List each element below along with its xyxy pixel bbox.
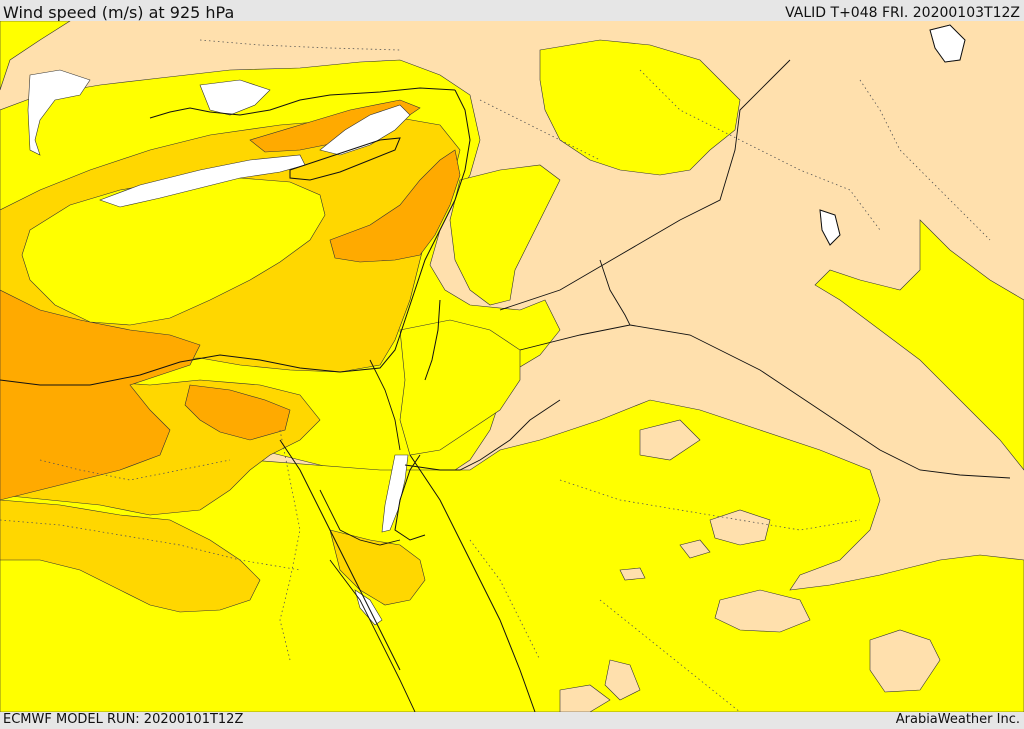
- footer-bar: ECMWF MODEL RUN: 20200101T12Z ArabiaWeat…: [0, 712, 1024, 729]
- gold-region-egypt-south: [0, 499, 261, 613]
- tan-patches: [559, 419, 941, 712]
- yellow-region-levant: [449, 164, 561, 306]
- map-title: Wind speed (m/s) at 925 hPa: [3, 3, 235, 22]
- white-region-1: [99, 154, 306, 208]
- gold-region-red-sea: [329, 529, 426, 606]
- yellow-region-northeast: [539, 39, 741, 176]
- white-region-4: [199, 79, 271, 116]
- white-region-2: [319, 104, 411, 156]
- dotted-borders: [0, 39, 991, 712]
- country-borders: [319, 59, 1011, 712]
- yellow-region-south: [0, 399, 1024, 712]
- orange-region-west: [0, 289, 201, 501]
- white-region-gulf-suez: [381, 454, 409, 533]
- title-bar: Wind speed (m/s) at 925 hPa VALID T+048 …: [0, 0, 1024, 22]
- model-run-label: ECMWF MODEL RUN: 20200101T12Z: [3, 712, 244, 727]
- coastlines: [0, 24, 966, 712]
- yellow-region-iraq: [814, 219, 1024, 471]
- yellow-region-sinai-east: [399, 319, 521, 456]
- valid-time-label: VALID T+048 FRI. 20200103T12Z: [785, 5, 1020, 21]
- credit-label: ArabiaWeather Inc.: [895, 712, 1020, 727]
- wind-speed-map: [0, 21, 1024, 712]
- white-region-3: [27, 69, 91, 156]
- orange-region-levant-coast: [329, 149, 461, 263]
- orange-region-sinai: [184, 384, 291, 441]
